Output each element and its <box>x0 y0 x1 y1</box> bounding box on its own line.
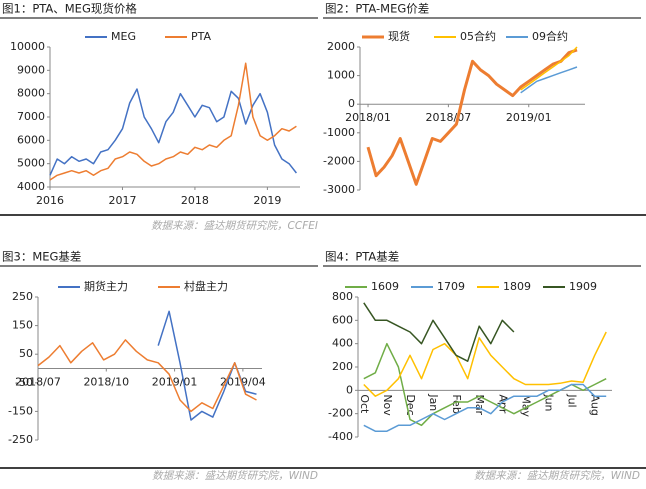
y-tick-label: 1000 <box>327 69 355 82</box>
y-tick-label: -200 <box>328 407 353 420</box>
legend-label: MEG <box>111 30 136 43</box>
y-tick-label: -1000 <box>323 126 355 139</box>
y-tick-label: -50 <box>15 376 33 389</box>
y-tick-label: 8000 <box>17 87 45 100</box>
series-line <box>49 62 297 181</box>
legend-label: 09合约 <box>532 29 568 43</box>
x-tick-label: May <box>519 394 532 417</box>
series-line <box>157 310 257 421</box>
y-tick-label: 800 <box>332 290 353 303</box>
x-tick-label: 2017 <box>108 194 136 207</box>
chart-title: 图2：PTA-MEG价差 <box>325 2 429 16</box>
series-line <box>363 302 515 362</box>
y-tick-label: 5000 <box>17 157 45 170</box>
legend-label: 现货 <box>388 29 410 43</box>
y-tick-label: 10000 <box>10 40 45 53</box>
y-tick-label: 6000 <box>17 133 45 146</box>
x-tick-label: 2018/01 <box>345 111 391 124</box>
x-tick-label: Jul <box>566 393 579 407</box>
y-tick-label: 0 <box>346 383 353 396</box>
source-note: 数据来源：盛达期货研究院，WIND <box>152 470 318 482</box>
x-tick-label: 2018/07 <box>15 376 61 389</box>
x-tick-label: Jan <box>427 393 440 411</box>
legend-label: 1909 <box>569 280 597 293</box>
y-tick-label: 50 <box>19 347 33 360</box>
source-note: 数据来源：盛达期货研究院，WIND <box>474 470 640 482</box>
y-tick-label: -3000 <box>323 183 355 196</box>
series-line <box>366 48 578 186</box>
x-tick-label: 2019 <box>253 194 281 207</box>
legend-label: 1809 <box>503 280 531 293</box>
y-tick-label: 150 <box>12 319 33 332</box>
y-tick-label: -150 <box>8 404 33 417</box>
x-tick-label: Aug <box>589 394 602 415</box>
y-tick-label: 9000 <box>17 63 45 76</box>
chart-title: 图3：MEG基差 <box>2 250 81 264</box>
x-tick-label: 2018/10 <box>83 376 129 389</box>
series-line <box>520 46 578 91</box>
x-tick-label: 2018 <box>181 194 209 207</box>
legend-label: PTA <box>191 30 211 43</box>
y-tick-label: 250 <box>12 290 33 303</box>
series-line <box>363 331 607 397</box>
x-tick-label: 2019/04 <box>220 376 266 389</box>
x-tick-label: 2016 <box>36 194 64 207</box>
series-line <box>363 383 607 432</box>
y-tick-label: 600 <box>332 313 353 326</box>
y-tick-label: 200 <box>332 360 353 373</box>
y-tick-label: 2000 <box>327 40 355 53</box>
x-tick-label: 2019/01 <box>506 111 552 124</box>
series-line <box>520 66 578 94</box>
x-tick-label: Oct <box>358 394 371 414</box>
y-tick-label: 0 <box>348 97 355 110</box>
legend-label: 1609 <box>371 280 399 293</box>
x-tick-label: Feb <box>450 394 463 413</box>
source-note: 数据来源：盛达期货研究院，CCFEI <box>151 220 318 232</box>
legend-label: 1709 <box>437 280 465 293</box>
series-line <box>49 88 297 176</box>
x-tick-label: Nov <box>381 394 394 416</box>
y-tick-label: -2000 <box>323 154 355 167</box>
chart-title: 图4：PTA基差 <box>325 250 399 264</box>
y-tick-label: 7000 <box>17 110 45 123</box>
series-line <box>37 339 257 413</box>
x-tick-label: 2019/01 <box>152 376 198 389</box>
y-tick-label: 4000 <box>17 180 45 193</box>
y-tick-label: 400 <box>332 337 353 350</box>
legend-label: 村盘主力 <box>184 279 228 293</box>
y-tick-label: -250 <box>8 433 33 446</box>
legend-label: 期货主力 <box>84 279 128 293</box>
x-tick-label: 2018/07 <box>426 111 472 124</box>
y-tick-label: -400 <box>328 430 353 443</box>
chart-title: 图1：PTA、MEG现货价格 <box>2 2 137 16</box>
legend-label: 05合约 <box>460 29 496 43</box>
